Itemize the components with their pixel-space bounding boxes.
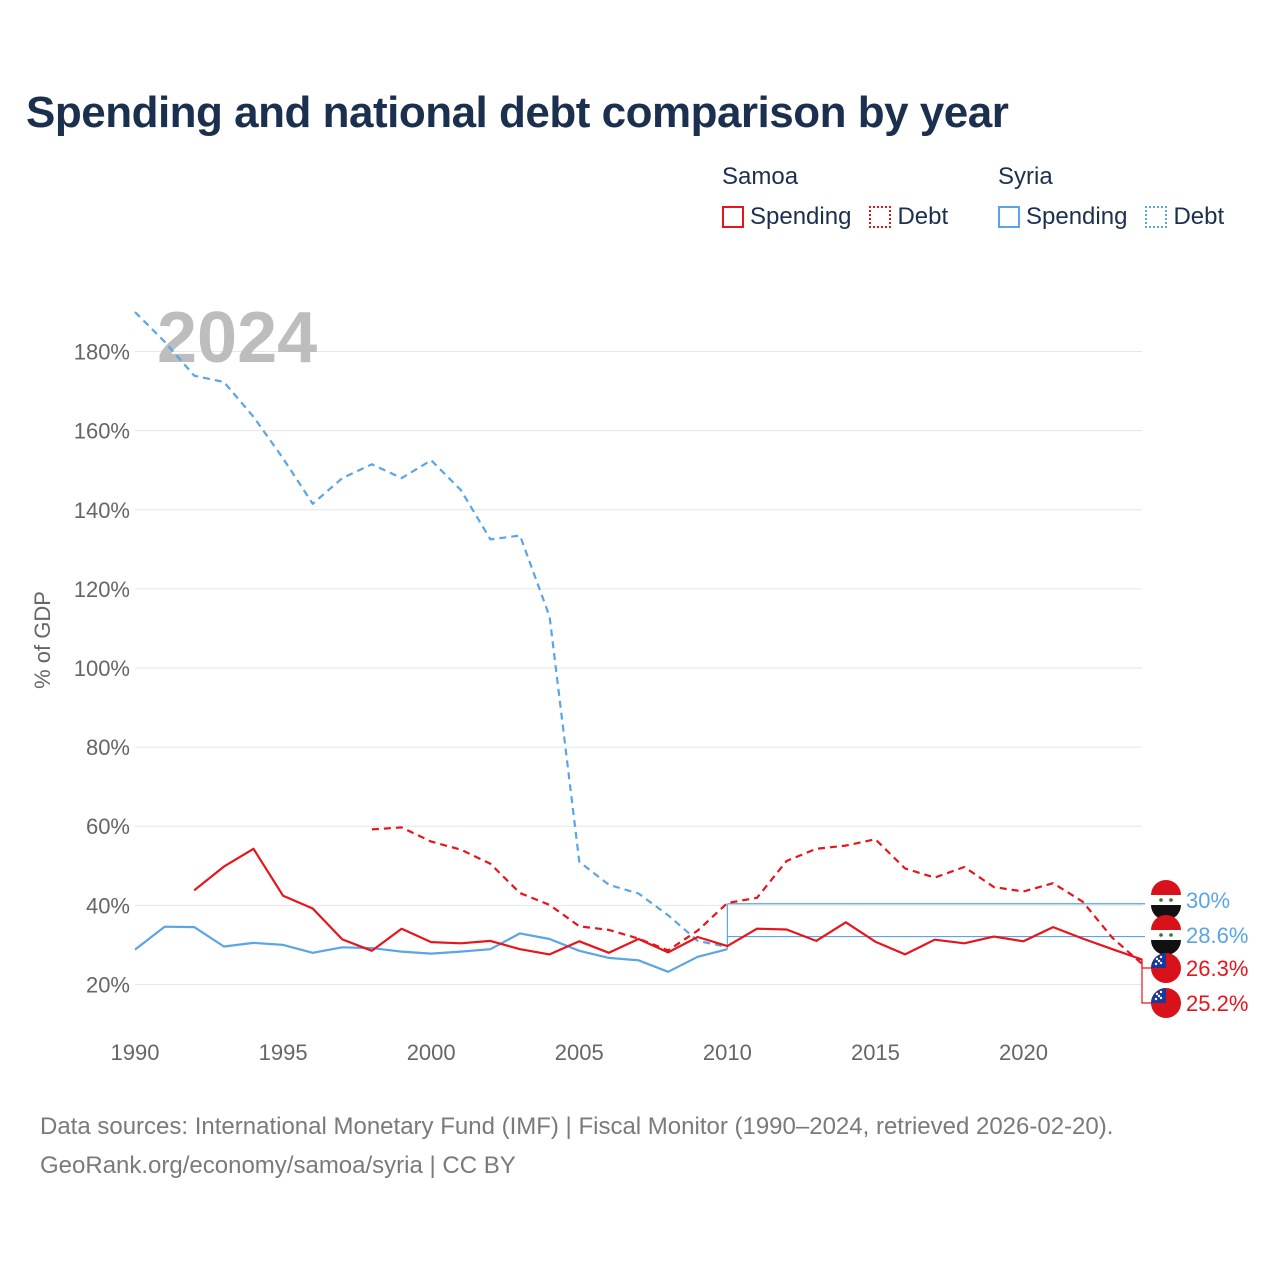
y-tick-label: 80%	[86, 735, 130, 760]
y-tick-label: 40%	[86, 893, 130, 918]
series-line-samoa-debt	[371, 826, 1143, 965]
chart-title: Spending and national debt comparison by…	[26, 88, 1009, 137]
line-chart: 2024 20% 40% 60% 80% 100% 120% 140% 160% 180% 19…	[30, 298, 1248, 1065]
legend-swatch-dotted	[1145, 206, 1168, 228]
source-line-2: GeoRank.org/economy/samoa/syria | CC BY	[40, 1152, 516, 1179]
x-tick-label: 2000	[407, 1040, 456, 1065]
x-tick-label: 2005	[555, 1040, 604, 1065]
flag-stripe	[1151, 930, 1181, 940]
y-tick-label: 120%	[74, 577, 130, 602]
flag-star	[1159, 898, 1163, 902]
end-label-samoa: 25.2%	[1151, 988, 1248, 1018]
flag-star	[1157, 994, 1161, 998]
flag-stripe	[1151, 915, 1181, 930]
legend-swatch-solid	[998, 206, 1020, 228]
legend-swatch-solid	[722, 206, 744, 228]
legend-samoa-spending[interactable]: Spending	[722, 203, 851, 231]
legend-label: Debt	[897, 203, 949, 230]
flag-star	[1154, 962, 1158, 966]
series-line-syria-spending	[134, 925, 728, 973]
flag-stripe	[1151, 895, 1181, 905]
end-label-syria: 30%	[1151, 880, 1230, 920]
flag-star	[1169, 933, 1173, 937]
y-axis-label: % of GDP	[30, 591, 55, 689]
y-tick-label: 160%	[74, 419, 130, 444]
legend-group-name: Samoa	[722, 163, 799, 190]
end-label-connector	[1138, 958, 1152, 1004]
series-line-syria-debt	[134, 311, 728, 948]
end-label-samoa: 26.3%	[1151, 953, 1248, 983]
flag-star	[1155, 992, 1159, 996]
series-group	[134, 311, 1143, 973]
x-tick-label: 1990	[111, 1040, 160, 1065]
legend-samoa-debt[interactable]: Debt	[869, 203, 948, 231]
y-tick-label: 100%	[74, 656, 130, 681]
y-tick-label: 20%	[86, 972, 130, 997]
flag-star	[1159, 961, 1163, 965]
flag-star	[1159, 933, 1163, 937]
end-label-value: 28.6%	[1186, 923, 1248, 948]
flag-star	[1159, 990, 1163, 994]
legend-group-samoa: Samoa Spending Debt	[722, 163, 948, 231]
end-label-syria: 28.6%	[1151, 915, 1248, 955]
legend-syria-debt[interactable]: Debt	[1145, 203, 1224, 231]
x-tick-label: 2020	[999, 1040, 1048, 1065]
legend-swatch-dotted	[869, 206, 892, 228]
end-label-value: 30%	[1186, 888, 1230, 913]
y-tick-label: 140%	[74, 498, 130, 523]
legend-syria-spending[interactable]: Spending	[998, 203, 1127, 231]
flag-stripe	[1151, 940, 1181, 955]
end-label-value: 26.3%	[1186, 956, 1248, 981]
legend-label: Debt	[1173, 203, 1225, 230]
legend-label: Spending	[1026, 203, 1128, 230]
y-tick-label: 60%	[86, 814, 130, 839]
series-line-samoa-spending	[193, 847, 1143, 961]
x-tick-label: 2010	[703, 1040, 752, 1065]
flag-stripe	[1151, 905, 1181, 920]
y-tick-label: 180%	[74, 340, 130, 365]
x-axis: 1990 1995 2000 2005 2010 2015 2020	[111, 1040, 1048, 1065]
year-watermark: 2024	[157, 298, 317, 378]
flag-star	[1159, 955, 1163, 959]
end-labels: 30% 28.6% 26.3% 25.2%	[1138, 880, 1248, 1018]
flag-star	[1159, 996, 1163, 1000]
y-axis: 20% 40% 60% 80% 100% 120% 140% 160% 180%	[74, 340, 130, 998]
flag-stripe	[1151, 880, 1181, 895]
end-label-value: 25.2%	[1186, 991, 1248, 1016]
legend-group-name: Syria	[998, 163, 1053, 190]
reference-lines	[726, 903, 1145, 949]
flag-star	[1155, 957, 1159, 961]
x-tick-label: 1995	[259, 1040, 308, 1065]
legend-label: Spending	[750, 203, 852, 230]
end-label-connector	[1141, 959, 1152, 969]
legend-group-syria: Syria Spending Debt	[998, 163, 1224, 231]
x-tick-label: 2015	[851, 1040, 900, 1065]
flag-star	[1169, 898, 1173, 902]
grid-lines	[135, 351, 1142, 985]
flag-star	[1154, 997, 1158, 1001]
source-note: Data sources: International Monetary Fun…	[40, 1107, 1113, 1185]
source-line-1: Data sources: International Monetary Fun…	[40, 1113, 1114, 1140]
flag-star	[1157, 959, 1161, 963]
